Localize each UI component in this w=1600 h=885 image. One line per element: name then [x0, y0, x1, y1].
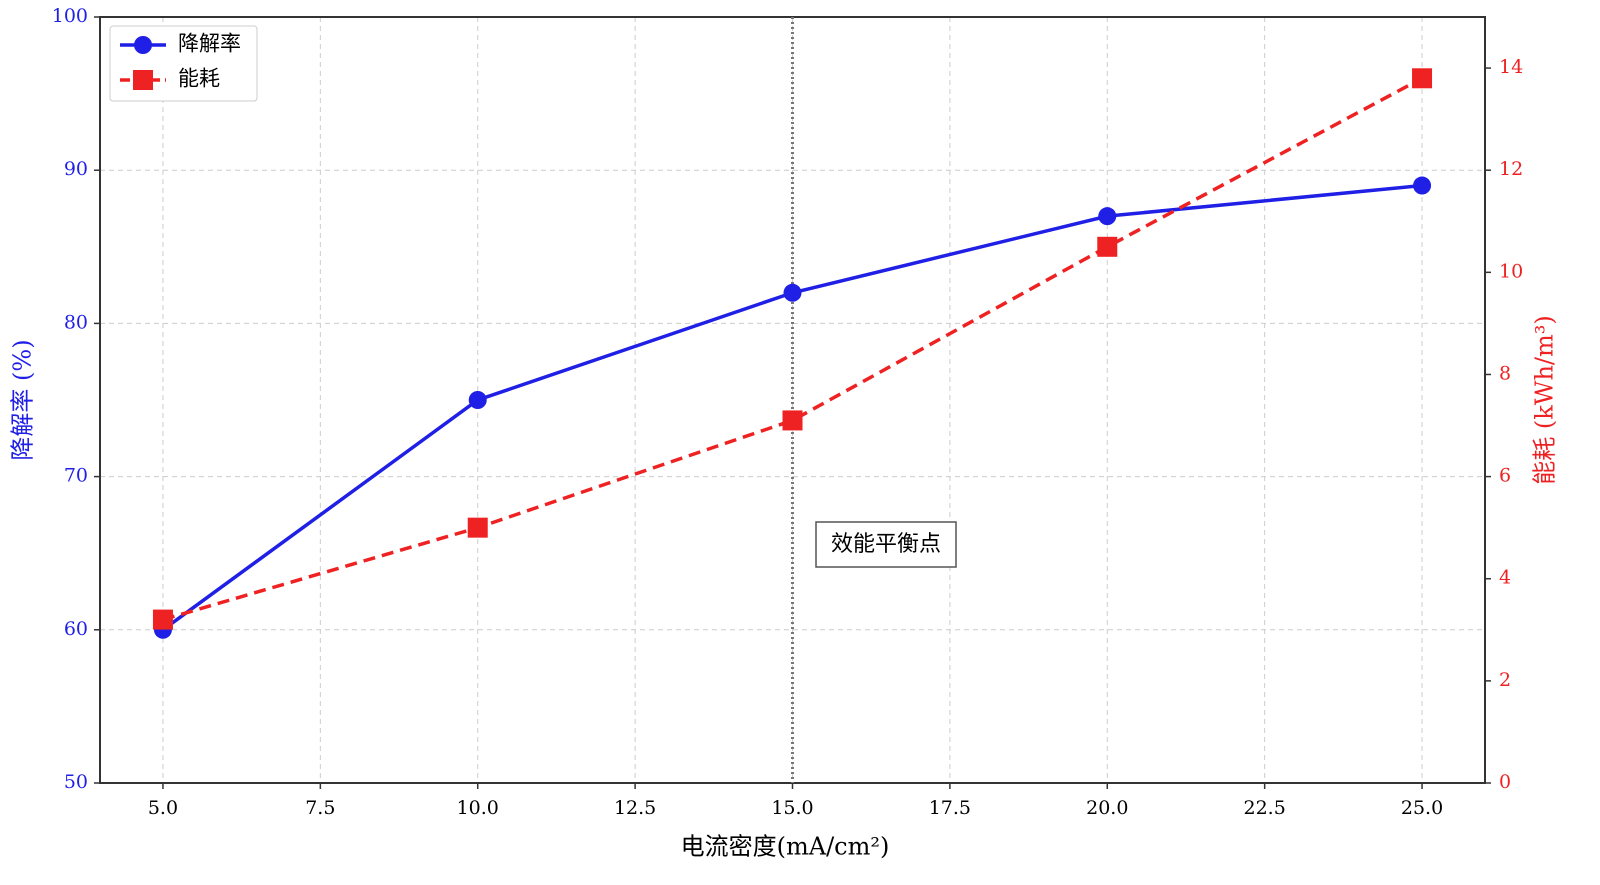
legend-label: 能耗 — [178, 67, 220, 91]
x-tick-label: 10.0 — [457, 797, 499, 819]
y-tick-label: 50 — [64, 771, 88, 793]
y-tick-label: 80 — [64, 311, 88, 333]
x-axis-label: 电流密度(mA/cm²) — [681, 833, 890, 861]
y-tick-label: 100 — [52, 5, 88, 27]
y2-axis-label: 能耗 (kWh/m³) — [1531, 315, 1559, 485]
y-tick-label: 60 — [64, 618, 88, 640]
marker — [467, 517, 488, 538]
x-tick-label: 7.5 — [305, 797, 335, 819]
marker — [1412, 68, 1433, 89]
y2-tick-label: 8 — [1499, 362, 1511, 384]
marker — [1097, 236, 1118, 257]
y2-tick-label: 0 — [1499, 771, 1511, 793]
marker — [152, 609, 173, 630]
marker — [782, 410, 803, 431]
y-tick-label: 90 — [64, 158, 88, 180]
legend-label: 降解率 — [178, 32, 241, 56]
x-tick-label: 22.5 — [1244, 797, 1286, 819]
y2-tick-label: 12 — [1499, 158, 1523, 180]
x-tick-label: 15.0 — [771, 797, 813, 819]
marker — [1413, 176, 1432, 195]
annotation-box — [815, 521, 957, 568]
marker — [468, 391, 487, 409]
series-line — [162, 76, 1423, 622]
annotation: 效能平衡点 — [831, 532, 941, 557]
y2-tick-label: 2 — [1499, 669, 1511, 691]
x-tick-label: 25.0 — [1401, 797, 1443, 819]
y2-tick-label: 4 — [1499, 567, 1511, 589]
y2-tick-label: 6 — [1499, 465, 1511, 487]
legend-marker — [134, 36, 152, 54]
marker — [783, 283, 802, 302]
x-tick-label: 17.5 — [929, 797, 971, 819]
y-axis-label: 降解率 (%) — [9, 339, 37, 460]
x-tick-label: 5.0 — [148, 797, 178, 819]
x-tick-label: 20.0 — [1086, 797, 1128, 819]
y-tick-label: 70 — [64, 465, 88, 487]
legend-marker — [133, 70, 153, 90]
x-tick-label: 12.5 — [614, 797, 656, 819]
y2-tick-label: 10 — [1499, 260, 1523, 282]
y2-tick-label: 14 — [1499, 56, 1523, 78]
marker — [1098, 207, 1117, 226]
